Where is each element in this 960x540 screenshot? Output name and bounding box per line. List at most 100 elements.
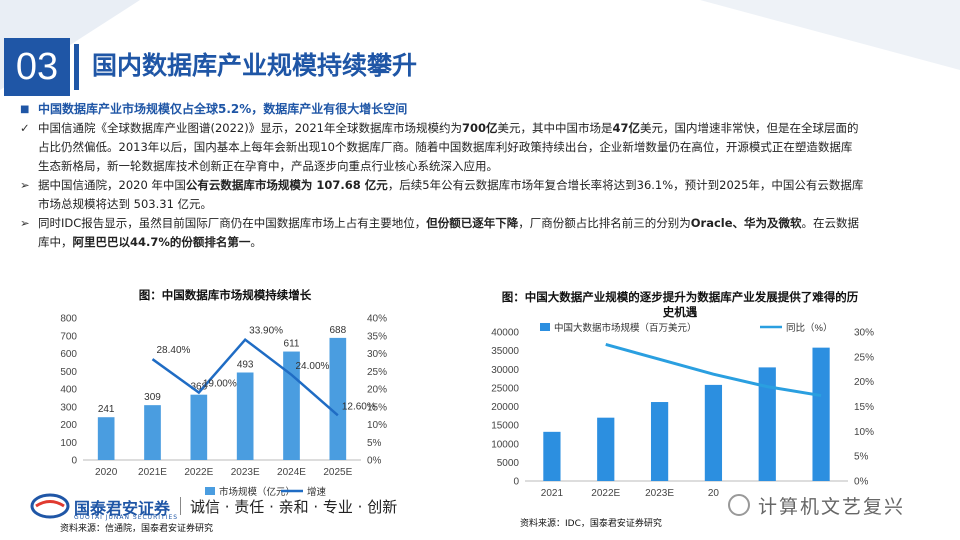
section-divider: [74, 44, 79, 90]
y-right-tick-label: 5%: [854, 452, 869, 463]
p3-text: 同时IDC报告显示，虽然目前国际厂商仍在中国数据库市场上占有主要地位，: [38, 216, 427, 230]
brand-name-en: GUOTAI JUNAN SECURITIES: [74, 514, 179, 521]
legend-line-label: 增速: [307, 486, 327, 498]
y-left-tick-label: 15000: [491, 421, 519, 432]
body-text: ■ 中国数据库产业市场规模仅占全球5.2%，数据库产业有很大增长空间 ✓ 中国信…: [20, 100, 930, 252]
bar: [190, 394, 208, 460]
y-left-tick-label: 400: [60, 385, 77, 396]
y-left-tick-label: 700: [60, 331, 77, 342]
page-header: 03 国内数据库产业规模持续攀升: [0, 38, 960, 96]
slogan: 诚信 · 责任 · 亲和 · 专业 · 创新: [190, 498, 398, 516]
chart2-svg: 0 5000 10000 15000 20000 25000 30000 35000 40000…: [491, 322, 874, 498]
line-data-label: 33.90%: [249, 326, 283, 337]
bar-data-label: 611: [284, 339, 300, 350]
section-heading: 中国数据库产业市场规模仅占全球5.2%，数据库产业有很大增长空间: [38, 102, 408, 116]
y-right-tick-label: 35%: [367, 331, 387, 342]
watermark-text: 计算机文艺复兴: [758, 496, 906, 518]
p3-text: ，厂商份额占比排名前三的分别为: [518, 216, 691, 230]
x-tick-label: 2022E: [591, 488, 620, 498]
x-tick-label: 2023E: [231, 467, 260, 478]
line-data-label: 19.00%: [203, 379, 237, 390]
y-left-tick-label: 0: [513, 477, 519, 488]
y-left-tick-label: 200: [60, 420, 77, 431]
x-tick-label: 20: [708, 488, 720, 498]
chart1-title: 图：中国数据库市场规模持续增长: [138, 288, 312, 302]
y-left-tick-label: 5000: [497, 458, 520, 469]
line-series: [605, 342, 822, 398]
background-decoration-right: [700, 0, 960, 70]
p2-text: 市场总规模将达到 503.31 亿元。: [38, 197, 213, 211]
wechat-icon: [728, 494, 750, 516]
paragraph-2: ➢ 据中国信通院，2020 年中国公有云数据库市场规模为 107.68 亿元，后…: [20, 176, 930, 214]
legend-bar-label: 中国大数据市场规模（百万美元）: [554, 322, 697, 334]
y-left-tick-label: 800: [60, 314, 77, 325]
p1-text: 美元，其中中国市场是: [497, 121, 613, 135]
line-data-label: 28.40%: [157, 345, 191, 356]
y-right-tick-label: 10%: [854, 427, 874, 438]
x-tick-label: 2025E: [323, 467, 352, 478]
y-right-tick-label: 0%: [854, 477, 869, 488]
y-left-tick-label: 35000: [491, 346, 519, 357]
y-right-tick-label: 30%: [854, 328, 874, 339]
y-left-tick-label: 100: [60, 438, 77, 449]
y-left-tick-label: 40000: [491, 328, 519, 339]
paragraph-3: ➢ 同时IDC报告显示，虽然目前国际厂商仍在中国数据库市场上占有主要地位，但份额…: [20, 214, 930, 252]
p1-text: 中国信通院《全球数据库产业图谱(2022)》显示，2021年全球数据库市场规模约…: [38, 121, 463, 135]
p1-bold: 47亿: [612, 121, 641, 135]
bar: [812, 347, 830, 481]
square-bullet-icon: ■: [20, 104, 30, 115]
bar-data-label: 368: [190, 382, 207, 393]
footer-divider: [180, 497, 181, 515]
x-tick-label: 2023E: [645, 488, 674, 498]
p1-text: 占比仍然偏低。2013年以后，国内基本上每年会新出现10个数据库厂商。随着中国数…: [38, 140, 853, 154]
p3-bold: 但份额已逐年下降: [426, 216, 519, 230]
page-title: 国内数据库产业规模持续攀升: [92, 51, 418, 80]
y-right-tick-label: 40%: [367, 314, 387, 325]
p3-text: 。在云数据: [801, 216, 860, 230]
y-left-tick-label: 20000: [491, 402, 519, 413]
bar: [704, 384, 723, 481]
x-tick-label: 2020: [95, 467, 118, 478]
x-tick-label: 2021: [541, 488, 564, 498]
bar-data-label: 493: [237, 359, 254, 370]
company-logo-icon: [30, 493, 70, 519]
wechat-watermark: 计算机文艺复兴: [728, 486, 938, 522]
brand-name: 国泰君安证券: [74, 499, 171, 518]
y-right-tick-label: 0%: [367, 456, 382, 467]
legend-line-label: 同比（%）: [786, 322, 832, 334]
checkmark-bullet-icon: ✓: [20, 121, 30, 135]
p2-text: ，后续5年公有云数据库市场年复合增长率将达到36.1%，预计到2025年，中国公…: [387, 178, 864, 192]
p1-bold: 700亿: [462, 121, 498, 135]
x-tick-label: 2021E: [138, 467, 167, 478]
x-tick-label: 2022E: [184, 467, 213, 478]
legend-bar-swatch: [540, 323, 550, 331]
y-right-tick-label: 20%: [367, 385, 387, 396]
heading-line: ■ 中国数据库产业市场规模仅占全球5.2%，数据库产业有很大增长空间: [20, 100, 930, 119]
bar: [650, 402, 669, 481]
y-left-tick-label: 0: [71, 456, 77, 467]
bar: [97, 417, 115, 460]
line-data-label: 24.00%: [296, 361, 330, 372]
bar-data-label: 309: [144, 392, 161, 403]
arrow-bullet-icon: ➢: [20, 178, 30, 192]
y-right-tick-label: 25%: [367, 367, 387, 378]
y-right-tick-label: 20%: [854, 377, 874, 388]
y-right-tick-label: 25%: [854, 352, 874, 363]
p1-text: 美元，国内增速非常快，但是在全球层面的: [640, 121, 859, 135]
section-number: 03: [4, 38, 70, 96]
y-right-tick-label: 30%: [367, 349, 387, 360]
chart2-title: 图：中国大数据产业规模的逐步提升为数据库产业发展提供了难得的历 史机遇: [480, 290, 880, 320]
bar-data-label: 688: [329, 325, 346, 336]
y-left-tick-label: 30000: [491, 365, 519, 376]
paragraph-1: ✓ 中国信通院《全球数据库产业图谱(2022)》显示，2021年全球数据库市场规…: [20, 119, 930, 176]
legend-bar-swatch: [205, 487, 215, 495]
chart2-title-line1: 图：中国大数据产业规模的逐步提升为数据库产业发展提供了难得的历: [501, 290, 859, 304]
chart2-title-line2: 史机遇: [662, 305, 698, 319]
x-tick-label: 2024E: [277, 467, 306, 478]
bar: [758, 367, 776, 481]
chart1-svg: 0 100 200 300 400 500 600 700 800 0% 5% 10% 15% 20% 25…: [60, 314, 387, 499]
y-left-tick-label: 10000: [491, 439, 519, 450]
bar-data-label: 241: [98, 404, 115, 415]
p3-text: 库中，: [38, 235, 73, 249]
line-series: [151, 337, 339, 417]
